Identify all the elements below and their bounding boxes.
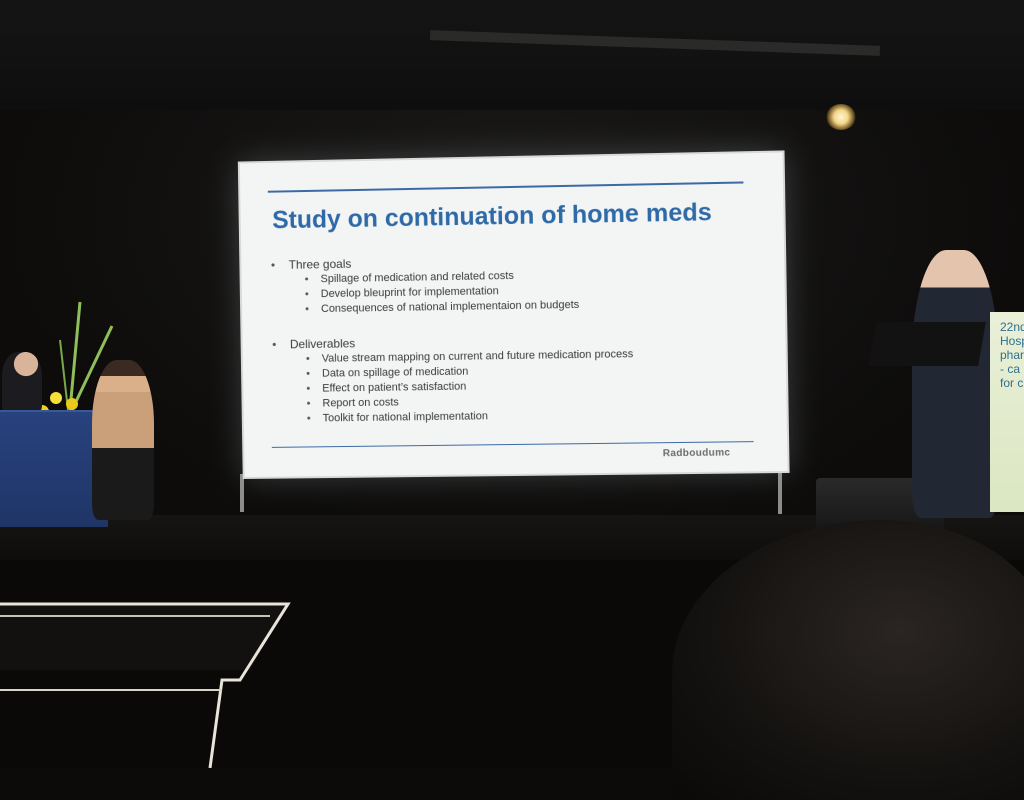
flower (66, 398, 78, 410)
podium-banner-text: 22nd C Hosp phar - ca for c (1000, 320, 1024, 390)
screen-leg-right (778, 470, 782, 514)
slide-section-goals: Three goals Spillage of medication and r… (271, 253, 580, 319)
slide-top-rule (268, 181, 744, 192)
projection-screen: Study on continuation of home meds Three… (240, 152, 788, 477)
flower (50, 392, 62, 404)
spotlight (826, 104, 856, 130)
deliverables-list: Value stream mapping on current and futu… (272, 348, 634, 428)
presenter (912, 250, 998, 518)
goals-list: Spillage of medication and related costs… (271, 269, 579, 319)
radboudumc-logo: Radboudumc (663, 447, 731, 459)
slide-title: Study on continuation of home meds (272, 198, 712, 235)
lectern-stand (868, 322, 986, 366)
list-item: Toolkit for national implementation (307, 408, 635, 427)
slide-bottom-rule (272, 441, 754, 448)
panelist-woman (92, 360, 154, 520)
stage-steps (0, 600, 300, 768)
screen-leg-left (240, 474, 244, 512)
list-item: Consequences of national implementaion o… (305, 299, 579, 318)
step-top (0, 604, 288, 670)
slide-section-deliverables: Deliverables Value stream mapping on cur… (272, 332, 634, 428)
panelist-man (2, 352, 42, 412)
